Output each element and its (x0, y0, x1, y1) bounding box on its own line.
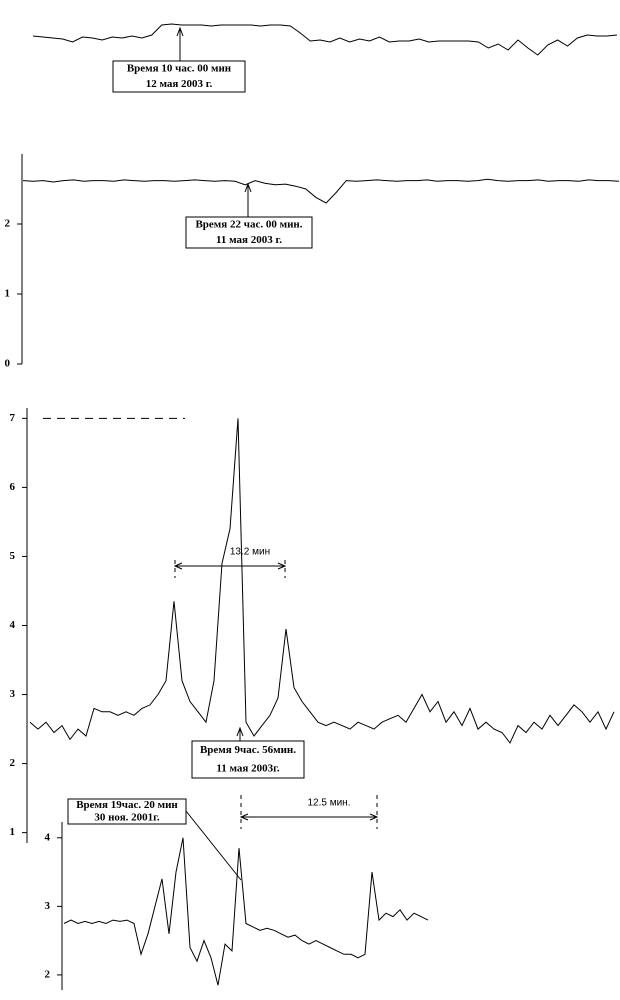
span-label: 12.5 мин. (307, 798, 350, 809)
y-tick-label: 1 (10, 826, 16, 838)
trace (63, 837, 429, 986)
annotation-box (67, 798, 187, 825)
y-tick-label: 2 (45, 968, 51, 980)
y-tick-label: 3 (10, 688, 16, 700)
arrow-head (244, 182, 252, 193)
annotation-text: 12 мая 2003 г. (146, 78, 213, 90)
trace (29, 418, 615, 744)
annotation-text: Время 19час. 20 мин (76, 799, 178, 811)
span-arrows (173, 562, 287, 570)
annotation-text: Время 9час. 56мин. (200, 744, 296, 756)
annotation-box (191, 740, 305, 779)
annotation-text: 30 ноя. 2001г. (94, 811, 160, 823)
annotation-text: Время 22 час. 00 мин. (195, 218, 302, 230)
annotation-text: Время 10 час. 00 мин (127, 62, 232, 74)
annotation-box (112, 60, 246, 93)
y-tick-label: 4 (45, 831, 51, 843)
annotation-text: 11 мая 2003г. (216, 762, 280, 774)
span-label: 13.2 мин (230, 547, 270, 558)
span-arrows (239, 813, 379, 821)
y-tick-label: 5 (10, 550, 16, 562)
trace (32, 23, 618, 56)
y-tick-label: 6 (10, 481, 16, 493)
y-tick-label: 2 (10, 757, 16, 769)
y-tick-label: 2 (5, 218, 11, 230)
y-tick-label: 1 (5, 288, 11, 300)
annotation-arrow (185, 810, 242, 881)
annotation-text: 11 мая 2003 г. (216, 234, 282, 246)
y-tick-label: 4 (10, 619, 16, 631)
arrow-head (176, 26, 184, 37)
annotation-box (185, 216, 313, 249)
arrow-head (236, 726, 244, 737)
y-tick-label: 7 (10, 412, 16, 424)
y-tick-label: 0 (5, 358, 11, 370)
y-tick-label: 3 (45, 900, 51, 912)
trace (22, 178, 620, 204)
